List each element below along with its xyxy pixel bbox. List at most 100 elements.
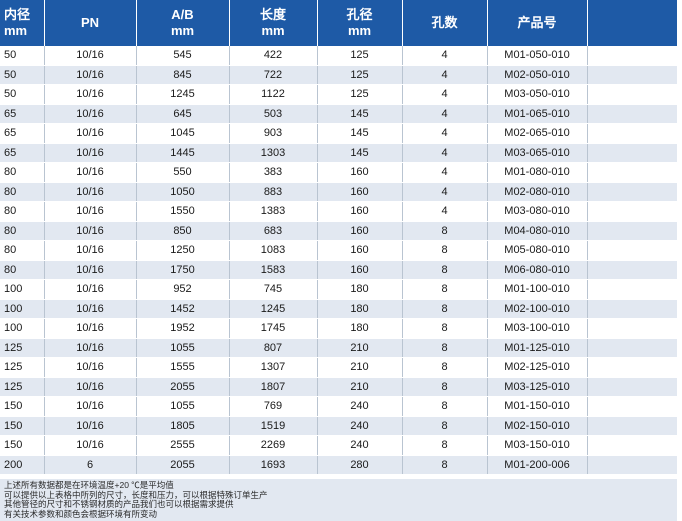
cell-pn: 10/16	[44, 162, 137, 183]
cell-hole-diameter: 210	[317, 338, 403, 358]
cell-ab: 2055	[136, 455, 230, 475]
cell-ab: 645	[136, 104, 230, 124]
header-pn: PN	[44, 0, 137, 46]
cell-blank	[587, 143, 677, 163]
cell-hole-diameter: 240	[317, 435, 403, 456]
cell-length: 2269	[229, 435, 318, 456]
cell-product-number: M01-050-010	[487, 46, 588, 66]
cell-hole-diameter: 180	[317, 299, 403, 319]
table-row: 125 10/16 1555 1307 210 8 M02-125-010	[0, 357, 677, 378]
table-row: 80 10/16 1750 1583 160 8 M06-080-010	[0, 260, 677, 280]
cell-pn: 10/16	[44, 357, 137, 378]
cell-ab: 1445	[136, 143, 230, 163]
cell-blank	[587, 260, 677, 280]
cell-hole-diameter: 125	[317, 65, 403, 85]
header-hole-diameter-label: 孔径	[346, 7, 373, 22]
cell-product-number: M01-080-010	[487, 162, 588, 183]
cell-product-number: M01-150-010	[487, 396, 588, 417]
cell-product-number: M02-125-010	[487, 357, 588, 378]
cell-ab: 1250	[136, 240, 230, 261]
cell-inner-diameter: 125	[0, 357, 45, 378]
footnotes: 上述所有数据都是在环境温度+20 ℃是平均值 可以提供以上表格中所列的尺寸，长度…	[0, 479, 677, 521]
header-ab-unit: mm	[170, 23, 195, 38]
cell-product-number: M02-150-010	[487, 416, 588, 436]
cell-product-number: M06-080-010	[487, 260, 588, 280]
cell-hole-diameter: 145	[317, 143, 403, 163]
footnote: 其他管径的尺寸和不锈钢材质的产品我们也可以根据需求提供	[4, 499, 234, 509]
cell-blank	[587, 162, 677, 183]
cell-length: 1583	[229, 260, 318, 280]
table-row: 100 10/16 952 745 180 8 M01-100-010	[0, 279, 677, 300]
cell-ab: 1805	[136, 416, 230, 436]
table-row: 50 10/16 1245 1122 125 4 M03-050-010	[0, 84, 677, 105]
cell-length: 769	[229, 396, 318, 417]
header-ab-label: A/B	[171, 7, 194, 22]
cell-blank	[587, 104, 677, 124]
cell-ab: 2055	[136, 377, 230, 397]
cell-blank	[587, 299, 677, 319]
cell-blank	[587, 46, 677, 66]
cell-ab: 550	[136, 162, 230, 183]
cell-hole-diameter: 210	[317, 377, 403, 397]
cell-hole-diameter: 160	[317, 201, 403, 222]
cell-product-number: M04-080-010	[487, 221, 588, 241]
cell-ab: 1555	[136, 357, 230, 378]
cell-hole-count: 4	[402, 84, 488, 105]
cell-ab: 1045	[136, 123, 230, 144]
cell-blank	[587, 338, 677, 358]
cell-hole-count: 8	[402, 357, 488, 378]
cell-pn: 10/16	[44, 182, 137, 202]
cell-hole-diameter: 160	[317, 221, 403, 241]
cell-blank	[587, 279, 677, 300]
header-pn-label: PN	[80, 15, 100, 30]
cell-blank	[587, 123, 677, 144]
table-row: 80 10/16 850 683 160 8 M04-080-010	[0, 221, 677, 241]
cell-hole-diameter: 240	[317, 416, 403, 436]
cell-product-number: M03-065-010	[487, 143, 588, 163]
cell-length: 1245	[229, 299, 318, 319]
cell-hole-diameter: 210	[317, 357, 403, 378]
cell-hole-count: 8	[402, 416, 488, 436]
cell-length: 903	[229, 123, 318, 144]
cell-inner-diameter: 80	[0, 162, 45, 183]
cell-inner-diameter: 50	[0, 65, 45, 85]
cell-length: 503	[229, 104, 318, 124]
cell-hole-count: 8	[402, 318, 488, 339]
cell-hole-count: 4	[402, 123, 488, 144]
cell-length: 422	[229, 46, 318, 66]
header-blank	[587, 0, 677, 46]
cell-pn: 10/16	[44, 338, 137, 358]
cell-inner-diameter: 50	[0, 84, 45, 105]
cell-pn: 10/16	[44, 396, 137, 417]
cell-product-number: M01-200-006	[487, 455, 588, 475]
cell-product-number: M01-100-010	[487, 279, 588, 300]
cell-product-number: M01-065-010	[487, 104, 588, 124]
table-row: 200 6 2055 1693 280 8 M01-200-006	[0, 455, 677, 475]
footnote: 上述所有数据都是在环境温度+20 ℃是平均值	[4, 480, 174, 490]
header-hole-count-label: 孔数	[431, 15, 458, 30]
cell-hole-count: 4	[402, 104, 488, 124]
cell-hole-diameter: 180	[317, 279, 403, 300]
cell-pn: 6	[44, 455, 137, 475]
header-inner-diameter-unit: mm	[4, 23, 28, 38]
cell-hole-count: 8	[402, 299, 488, 319]
table-row: 80 10/16 1550 1383 160 4 M03-080-010	[0, 201, 677, 222]
cell-length: 1303	[229, 143, 318, 163]
cell-hole-diameter: 125	[317, 46, 403, 66]
table-row: 50 10/16 545 422 125 4 M01-050-010	[0, 46, 677, 66]
cell-product-number: M03-100-010	[487, 318, 588, 339]
cell-hole-count: 4	[402, 162, 488, 183]
cell-hole-diameter: 145	[317, 123, 403, 144]
cell-pn: 10/16	[44, 416, 137, 436]
header-product-number: 产品号	[487, 0, 588, 46]
table-row: 100 10/16 1452 1245 180 8 M02-100-010	[0, 299, 677, 319]
cell-blank	[587, 416, 677, 436]
table-row: 65 10/16 645 503 145 4 M01-065-010	[0, 104, 677, 124]
cell-blank	[587, 318, 677, 339]
cell-length: 1083	[229, 240, 318, 261]
cell-product-number: M02-050-010	[487, 65, 588, 85]
table-row: 150 10/16 1055 769 240 8 M01-150-010	[0, 396, 677, 417]
cell-product-number: M03-050-010	[487, 84, 588, 105]
cell-length: 383	[229, 162, 318, 183]
cell-pn: 10/16	[44, 240, 137, 261]
